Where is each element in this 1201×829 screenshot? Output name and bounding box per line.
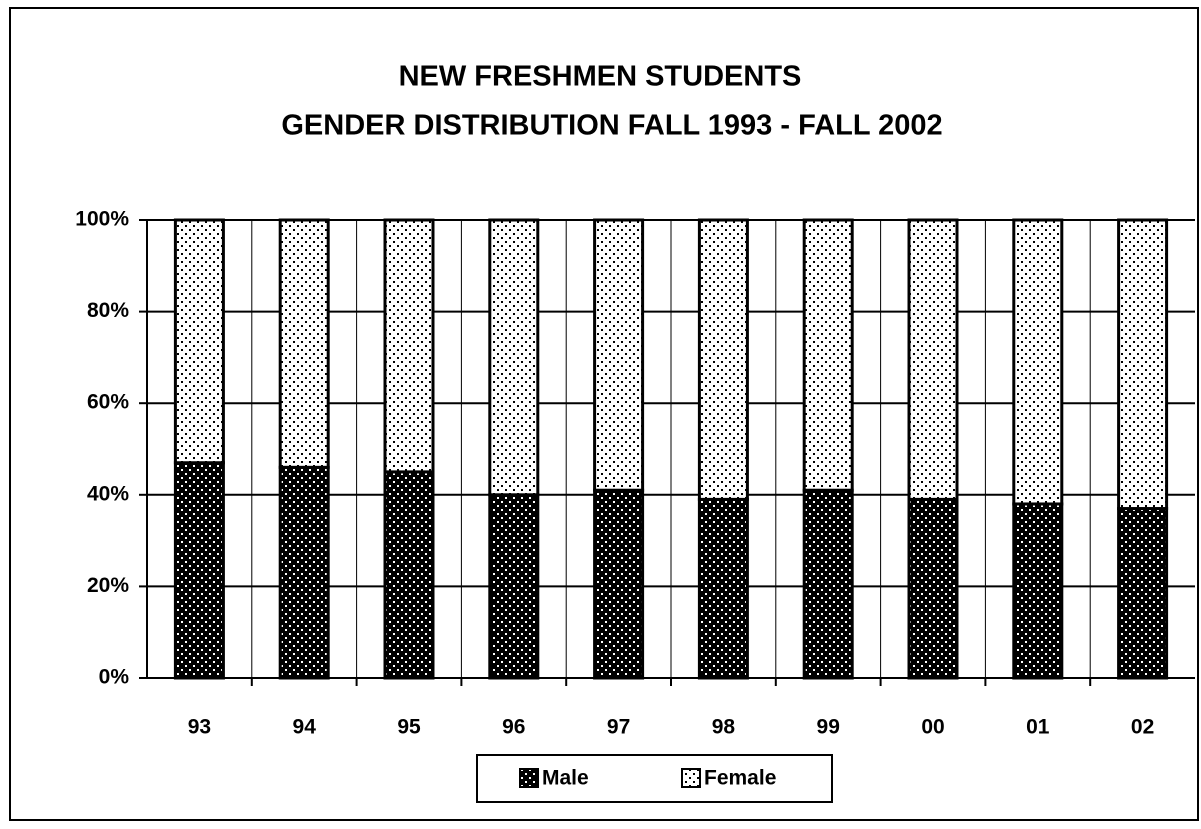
y-tick-label: 100%	[75, 208, 129, 231]
y-tick-label: 0%	[99, 666, 130, 689]
bar-segment	[488, 493, 540, 680]
bar-segment	[907, 497, 959, 680]
bar-segment	[802, 218, 854, 492]
x-tick-label: 98	[712, 716, 736, 739]
x-tick-label: 93	[188, 716, 211, 739]
x-tick-label: 00	[921, 716, 944, 739]
y-tick-label: 20%	[87, 574, 129, 597]
bar-segment	[697, 218, 749, 501]
bar-segment	[907, 218, 959, 501]
legend-swatch	[681, 768, 701, 788]
bar-segment	[1012, 218, 1064, 506]
bar-segment	[488, 218, 540, 497]
x-tick-label: 94	[293, 716, 317, 739]
legend-swatch	[519, 768, 539, 788]
x-tick-label: 01	[1026, 716, 1050, 739]
bar-segment	[383, 470, 435, 680]
bar-segment	[173, 218, 225, 465]
bar-segment	[278, 218, 330, 469]
bar-segment	[383, 218, 435, 474]
chart-subtitle: GENDER DISTRIBUTION FALL 1993 - FALL 200…	[281, 110, 942, 142]
bar-segment	[802, 488, 854, 680]
legend-label: Male	[542, 767, 589, 790]
x-tick-label: 99	[817, 716, 840, 739]
x-tick-label: 02	[1131, 716, 1154, 739]
y-tick-label: 60%	[87, 391, 129, 414]
bar-segment	[278, 465, 330, 680]
bar-segment	[1117, 218, 1169, 511]
y-tick-label: 80%	[87, 299, 129, 322]
x-tick-label: 96	[502, 716, 525, 739]
bar-segment	[173, 461, 225, 680]
bar-segment	[593, 218, 645, 492]
bar-segment	[1012, 502, 1064, 680]
y-tick-label: 40%	[87, 482, 129, 505]
x-tick-label: 97	[607, 716, 630, 739]
x-tick-label: 95	[397, 716, 421, 739]
bar-segment	[697, 497, 749, 680]
bar-segment	[593, 488, 645, 680]
legend-label: Female	[704, 767, 776, 790]
bar-segment	[1117, 507, 1169, 680]
chart-title: NEW FRESHMEN STUDENTS	[399, 61, 802, 93]
